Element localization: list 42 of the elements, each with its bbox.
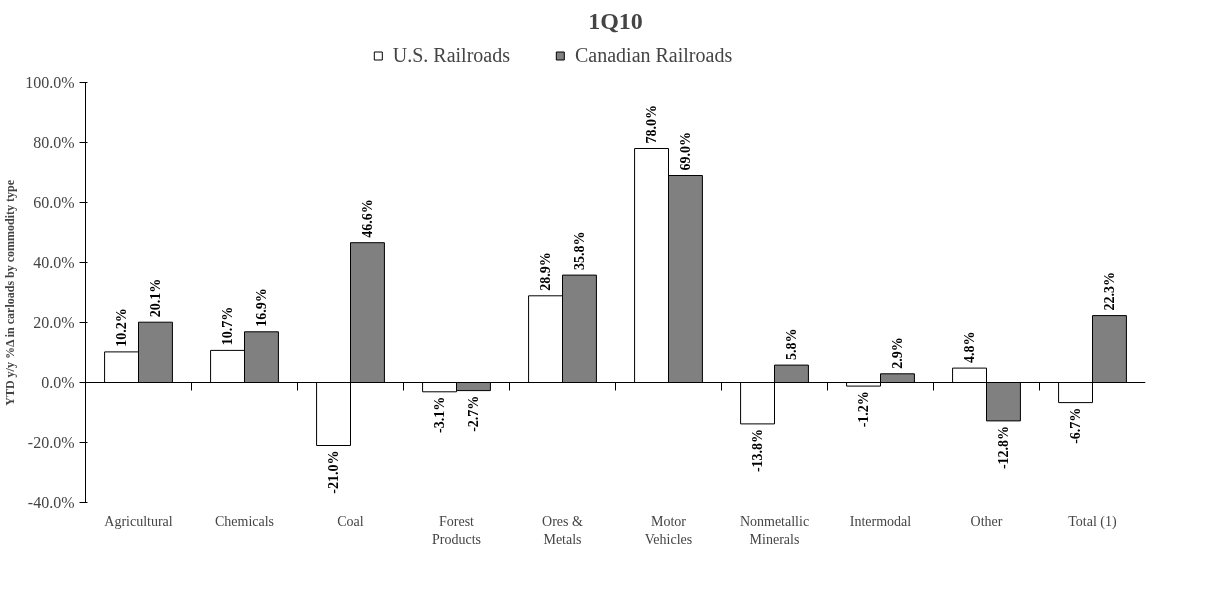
y-tick-label: 80.0%	[33, 134, 75, 151]
data-label: -2.7%	[465, 395, 481, 432]
x-tick-label: Intermodal	[849, 513, 912, 529]
data-label: 20.1%	[147, 278, 163, 318]
data-label: 22.3%	[1101, 272, 1117, 311]
data-label: -1.2%	[856, 391, 872, 428]
x-tick-label: Chemicals	[214, 513, 275, 529]
data-label: 4.8%	[962, 331, 978, 364]
y-axis-title: YTD y/y %Δ in carloads by commodity type	[3, 179, 18, 406]
legend-label: Canadian Railroads	[575, 43, 733, 67]
data-label: -21.0%	[326, 450, 342, 494]
y-tick-label: 40.0%	[33, 254, 75, 271]
y-tick-label: 0.0%	[41, 374, 75, 391]
data-label: -6.7%	[1068, 407, 1084, 444]
x-tick-label: Ores & Metals	[542, 513, 584, 547]
data-label: -13.8%	[750, 428, 766, 473]
data-label: 35.8%	[571, 231, 587, 271]
y-tick-label: -40.0%	[27, 494, 75, 511]
data-label: 78.0%	[644, 104, 660, 144]
data-label: 10.2%	[114, 308, 130, 347]
data-label: 10.7%	[220, 306, 236, 346]
data-label: 28.9%	[538, 252, 554, 291]
data-label: 2.9%	[889, 337, 905, 369]
x-tick-label: Coal	[337, 513, 364, 529]
y-tick-label: 60.0%	[33, 194, 75, 211]
y-tick-label: -20.0%	[27, 434, 75, 451]
data-label: -3.1%	[432, 396, 448, 433]
y-tick-label: 20.0%	[33, 314, 75, 331]
y-tick-label: 100.0%	[25, 74, 75, 91]
data-label: 16.9%	[253, 288, 269, 327]
x-tick-label: Other	[970, 513, 1003, 529]
data-label: 46.6%	[359, 199, 375, 238]
x-tick-label: Agricultural	[104, 513, 173, 529]
x-tick-label: Total (1)	[1068, 513, 1118, 530]
data-label: 69.0%	[677, 131, 693, 171]
legend-label: U.S. Railroads	[392, 43, 510, 67]
chart-title: 1Q10	[588, 7, 643, 34]
x-tick-label: Nonmetallic Minerals	[739, 513, 810, 547]
x-tick-label: Forest Products	[432, 513, 481, 547]
data-label: -12.8%	[995, 425, 1011, 470]
x-tick-label: Motor Vehicles	[644, 513, 693, 547]
data-label: 5.8%	[783, 328, 799, 361]
